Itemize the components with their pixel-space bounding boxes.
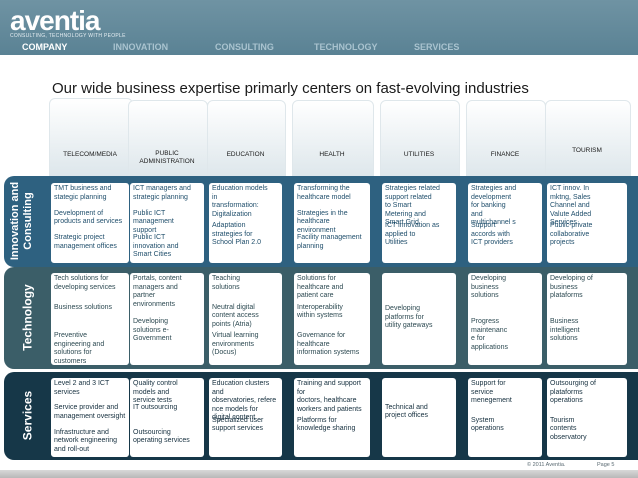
- cell-item: Outsourcing operating services: [133, 428, 190, 445]
- cell-box: [294, 273, 370, 365]
- cell-box: [294, 378, 370, 457]
- cell-item: Training and support for doctors, health…: [297, 380, 362, 413]
- cell-item: ICT managers and strategic planning: [133, 185, 191, 201]
- cell-item: Facility management planning: [297, 234, 362, 250]
- cell-box: [130, 378, 204, 457]
- cell-item: Service provider and management oversigh…: [54, 404, 126, 420]
- cell-item: Progress maintenanc e for applications: [471, 318, 508, 351]
- cell-item: TMT business and stategic planning: [54, 185, 112, 201]
- cell-item: Education models in transformation: Digi…: [212, 185, 268, 218]
- cell-item: Public ICT innovation and Smart Cities: [133, 234, 179, 259]
- cell-item: Strategies and development for banking a…: [471, 185, 517, 226]
- cell-box: [468, 183, 542, 263]
- cell-item: Strategies in the healthcare environment: [297, 209, 348, 234]
- header: aventia CONSULTING, TECHNOLOGY WITH PEOP…: [0, 0, 638, 55]
- cell-box: [382, 378, 456, 457]
- column-tab-2: [207, 100, 286, 184]
- cell-item: Support accords with ICT providers: [471, 222, 513, 246]
- column-header: FINANCE: [490, 151, 520, 158]
- logo-tagline: CONSULTING, TECHNOLOGY WITH PEOPLE: [10, 33, 126, 39]
- cell-box: [468, 273, 542, 365]
- cell-box: [51, 378, 129, 457]
- nav-company[interactable]: COMPANY: [22, 42, 68, 52]
- cell-item: Solutions for healthcare and patient car…: [297, 275, 344, 299]
- nav-innovation[interactable]: INNOVATION: [113, 42, 169, 52]
- column-tab-6: [545, 100, 631, 184]
- column-header: HEALTH: [319, 151, 345, 158]
- cell-item: Governance for healthcare information sy…: [297, 332, 360, 357]
- column-header: TOURISM: [572, 147, 602, 154]
- cell-item: Business intelligent solutions: [550, 318, 580, 342]
- cell-box: [547, 273, 627, 365]
- cell-box: [130, 183, 204, 263]
- cell-item: Neutral digital content access points (A…: [212, 303, 259, 328]
- nav-consulting[interactable]: CONSULTING: [215, 42, 274, 52]
- column-header: EDUCATION: [226, 151, 265, 158]
- cell-item: Education clusters and observatories, re…: [212, 380, 277, 421]
- column-header: TELECOM/MEDIA: [63, 151, 117, 158]
- cell-item: Preventive engineering and solutions for…: [54, 332, 105, 365]
- cell-item: Developing platforms for utility gateway…: [385, 305, 433, 329]
- nav-services[interactable]: SERVICES: [414, 42, 460, 52]
- cell-item: IT outsourcing: [133, 404, 178, 412]
- column-tab-3: [292, 100, 374, 184]
- row-label-services: Services: [20, 390, 35, 441]
- row-label-technology: Technology: [20, 284, 35, 351]
- main-navigation: COMPANY INNOVATION CONSULTING TECHNOLOGY…: [0, 41, 638, 55]
- cell-box: [382, 273, 456, 365]
- cell-item: Business solutions: [54, 303, 112, 311]
- cell-item: Technical and project offices: [385, 403, 429, 420]
- cell-item: System operations: [471, 416, 504, 433]
- row-label-innovation-consulting: Innovation and Consulting: [9, 181, 34, 261]
- cell-item: Outsourging of plataforms operations: [550, 380, 596, 404]
- footer-page-number: Page 5: [597, 462, 615, 468]
- cell-item: Tech solutions for developing services: [54, 275, 116, 291]
- cell-box: [382, 183, 456, 263]
- nav-technology[interactable]: TECHNOLOGY: [314, 42, 378, 52]
- cell-item: Developing solutions e- Government: [133, 318, 172, 342]
- cell-item: Infrastructure and network engineering a…: [54, 428, 118, 453]
- cell-item: Development of products and services: [54, 209, 123, 226]
- footer-copyright: © 2011 Aventia.: [527, 462, 566, 468]
- cell-box: [209, 273, 282, 365]
- cell-box: [130, 273, 204, 365]
- cell-item: Specialized user support services: [212, 416, 264, 433]
- cell-item: Public-private collaborative projects: [550, 222, 593, 246]
- cell-box: [51, 273, 129, 365]
- cell-box: [294, 183, 370, 263]
- cell-item: Support for service menegement: [471, 380, 512, 404]
- cell-item: Platforms for knowledge sharing: [297, 416, 356, 433]
- cell-box: [468, 378, 542, 457]
- column-header: UTILITIES: [403, 151, 435, 158]
- cell-item: Quality control models and service tests: [133, 380, 178, 404]
- cell-item: Strategic project management offices: [54, 234, 117, 250]
- cell-item: Portals, content managers and partner en…: [133, 275, 182, 308]
- cell-item: ICT innov. In mktng, Sales Channel and V…: [550, 185, 592, 226]
- cell-item: Strategies related support related to Sm…: [385, 185, 440, 226]
- cell-item: Transforming the healthcare model: [297, 185, 351, 201]
- cell-box: [209, 183, 282, 263]
- cell-item: Teaching solutions: [212, 275, 241, 291]
- aventia-logo[interactable]: aventia: [10, 5, 100, 36]
- cell-item: ICT innovation as applied to Utilities: [385, 222, 440, 246]
- cell-item: Level 2 and 3 ICT services: [54, 380, 110, 396]
- footer-strip: [0, 470, 638, 478]
- page-title: Our wide business expertise primarly cen…: [52, 80, 529, 97]
- cell-item: Developing of business plataforms: [550, 275, 593, 299]
- cell-box: [547, 378, 627, 457]
- column-header: PUBLIC ADMINISTRATION: [139, 150, 195, 165]
- cell-box: [547, 183, 627, 263]
- cell-item: Interoperability within systems: [297, 303, 343, 320]
- column-tab-5: [466, 100, 546, 184]
- cell-item: Virtual learning environments (Docus): [212, 332, 259, 357]
- column-tab-1: [128, 100, 208, 184]
- cell-item: Adaptation strategies for School Plan 2.…: [212, 222, 262, 246]
- cell-box: [51, 183, 129, 263]
- cell-item: Tourism contents observatory: [550, 416, 587, 441]
- cell-item: Public ICT management support: [133, 209, 174, 234]
- cell-box: [209, 378, 282, 457]
- cell-item: Developing business solutions: [471, 275, 507, 299]
- column-tab-4: [380, 100, 460, 184]
- column-tab-0: [49, 98, 133, 182]
